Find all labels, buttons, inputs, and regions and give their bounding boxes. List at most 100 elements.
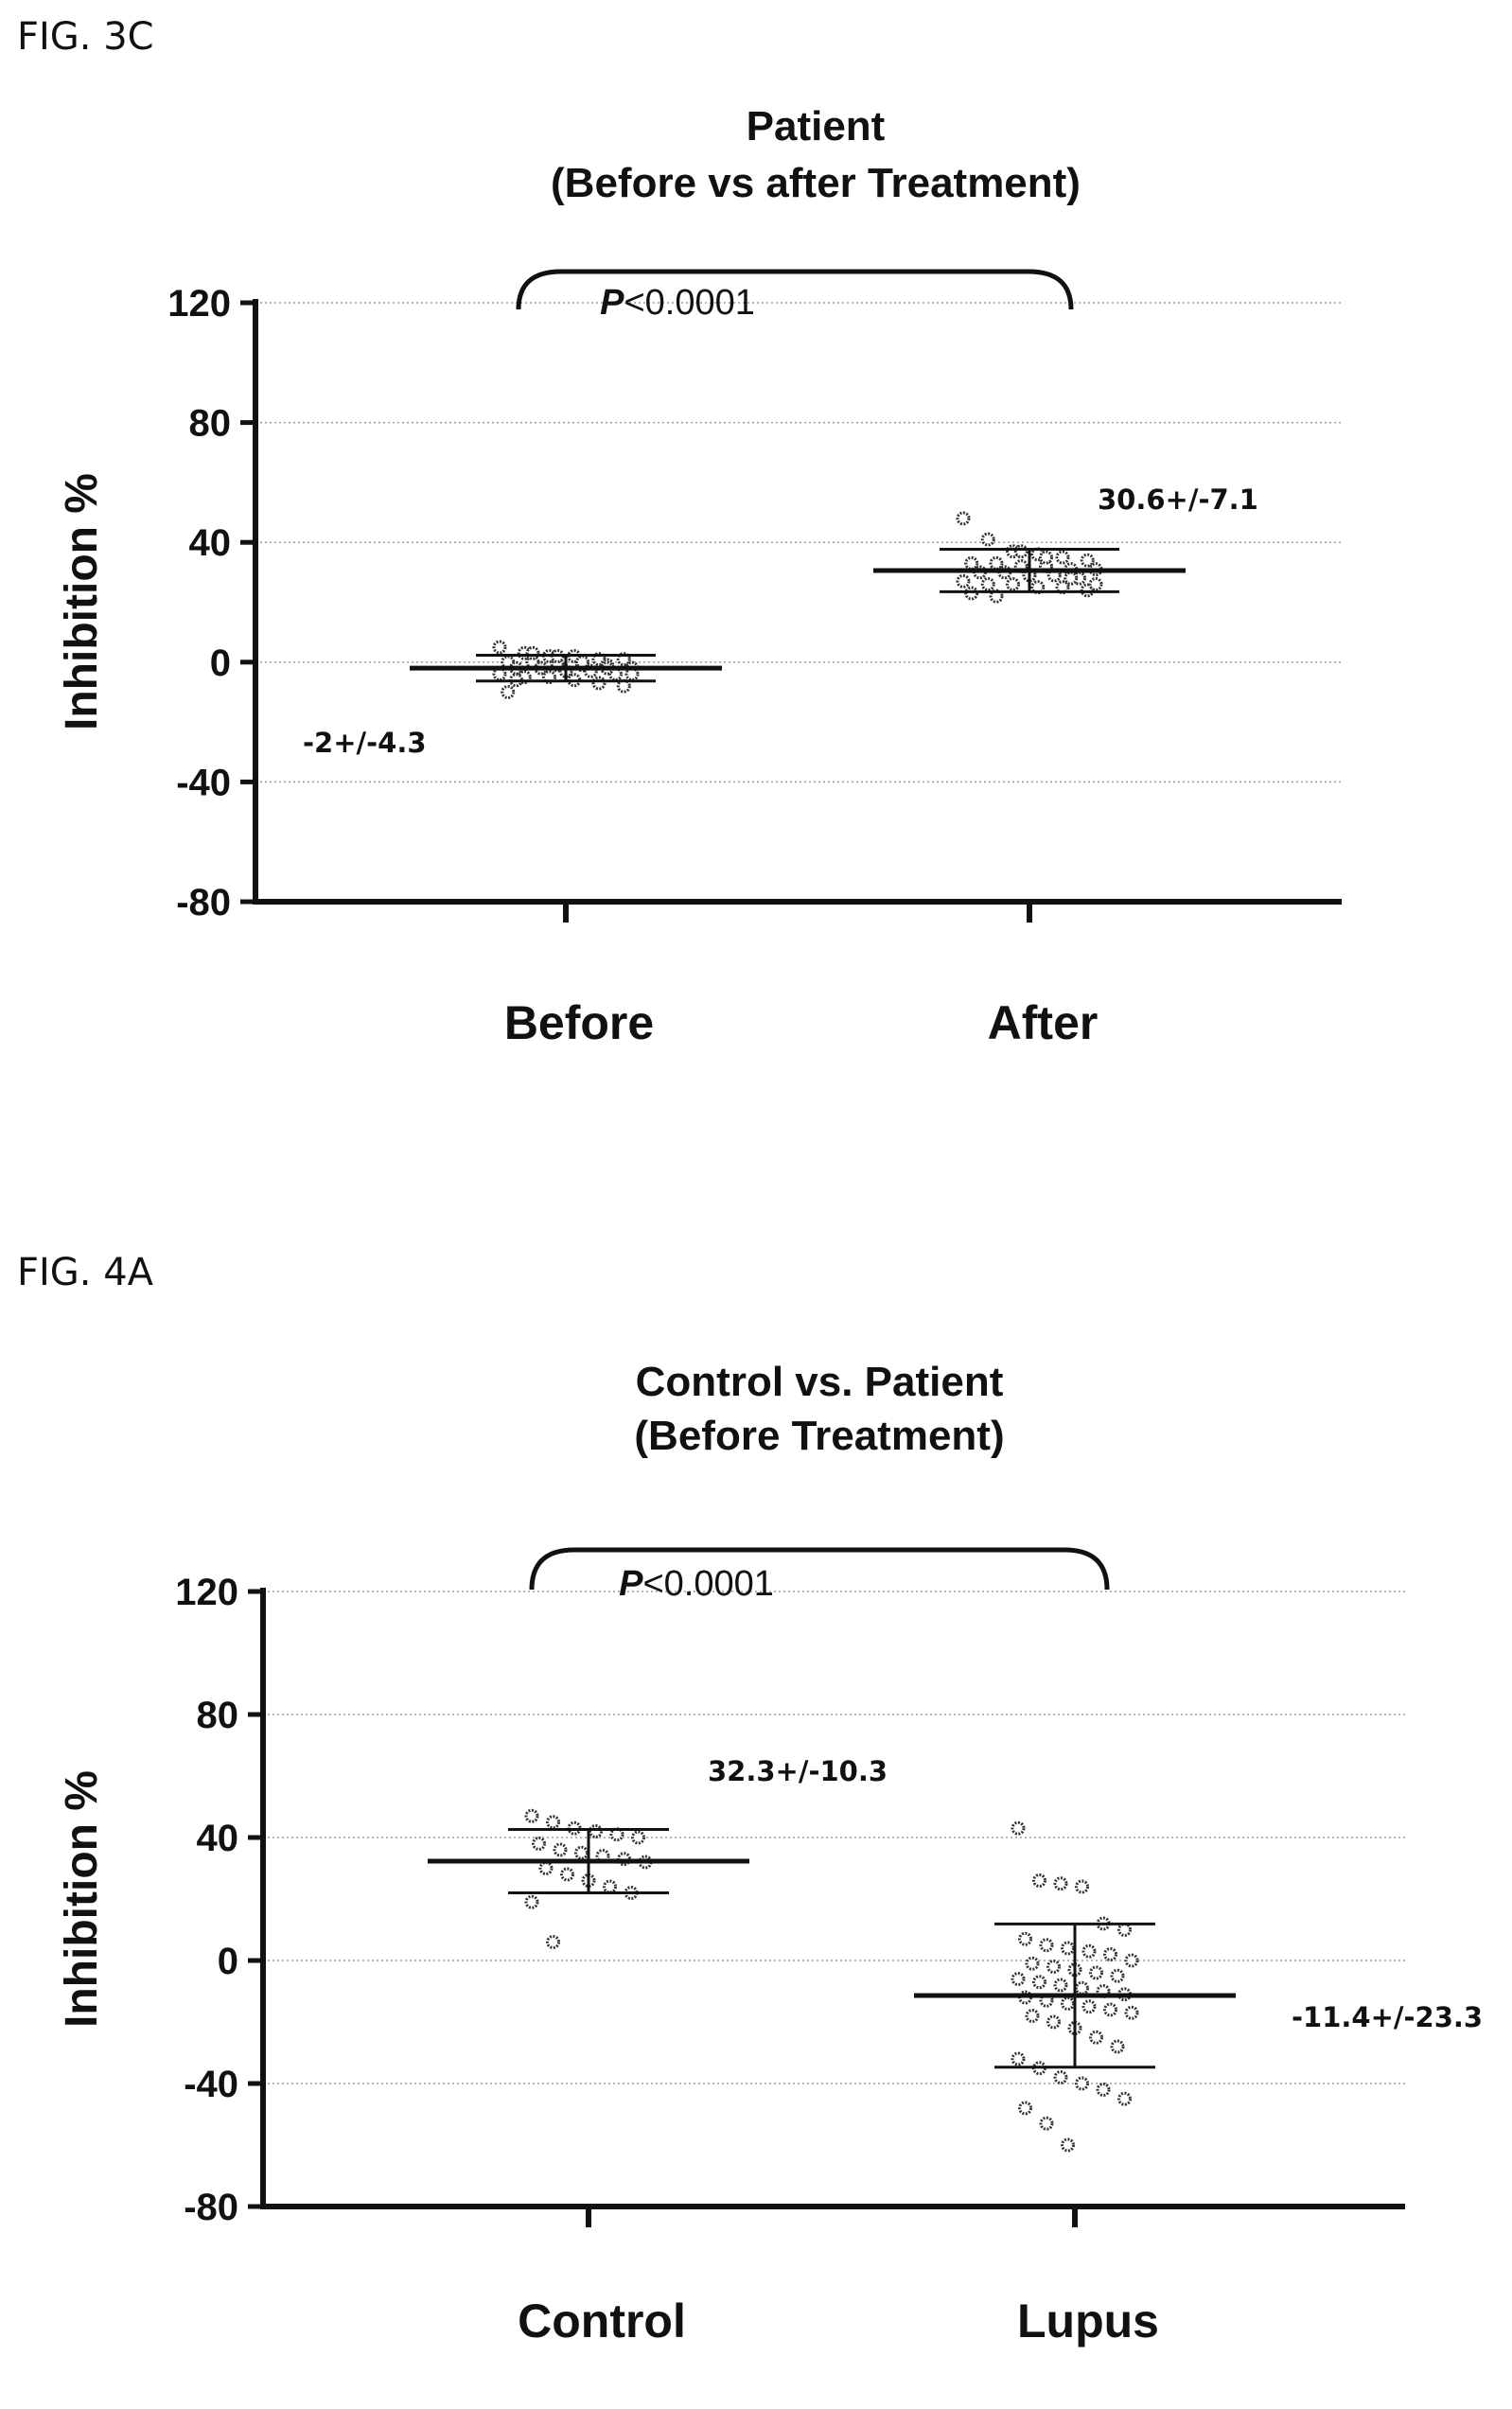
data-point xyxy=(608,666,623,681)
data-point xyxy=(1032,1975,1046,1990)
significance-bracket xyxy=(529,1547,1110,1591)
data-point xyxy=(575,655,589,670)
data-point xyxy=(1013,544,1029,559)
data-point xyxy=(1103,1947,1117,1961)
data-point xyxy=(1006,577,1020,592)
mean-sd-annotation: 30.6+/-7.1 xyxy=(1098,484,1258,516)
data-point xyxy=(492,640,507,655)
category-label: Lupus xyxy=(1017,2295,1159,2347)
y-tick-label: -40 xyxy=(176,762,231,803)
category-label: Before xyxy=(504,996,654,1049)
data-point xyxy=(624,666,640,681)
data-point xyxy=(546,1935,560,1949)
data-point xyxy=(560,1867,574,1882)
p-value-label: P<0.0001 xyxy=(619,1564,774,1604)
chart-subtitle: (Before Treatment) xyxy=(634,1413,1004,1459)
data-point xyxy=(524,1894,539,1909)
data-point xyxy=(1117,1923,1132,1937)
data-point xyxy=(956,511,971,526)
data-point xyxy=(1046,2014,1061,2030)
panel-fig-3c: FIG. 3C Patient (Before vs after Treatment… xyxy=(17,15,1342,1049)
data-point xyxy=(631,1830,645,1845)
category-label: Control xyxy=(518,2295,686,2347)
y-tick-label: 80 xyxy=(189,403,232,445)
data-point xyxy=(1117,2091,1132,2106)
data-point xyxy=(1075,1980,1089,1996)
data-point xyxy=(525,645,540,660)
data-point xyxy=(1103,2002,1117,2017)
y-tick-label: 80 xyxy=(197,1695,239,1736)
y-tick-label: -40 xyxy=(184,2064,238,2105)
data-point xyxy=(546,1815,560,1830)
data-point xyxy=(1080,553,1095,568)
data-point xyxy=(501,684,516,699)
y-tick-label: -80 xyxy=(176,882,231,923)
chart-subtitle: (Before vs after Treatment) xyxy=(551,160,1081,206)
data-point xyxy=(1011,1820,1026,1836)
data-point xyxy=(1124,2005,1139,2020)
data-point xyxy=(1046,1960,1061,1974)
data-point xyxy=(1089,1965,1103,1980)
data-point xyxy=(1025,2009,1040,2023)
data-point xyxy=(1088,577,1103,592)
p-value-label: P<0.0001 xyxy=(600,283,755,323)
data-point xyxy=(1061,2137,1075,2153)
y-tick-label: 120 xyxy=(175,1572,238,1613)
data-point xyxy=(1081,1999,1097,2014)
data-point xyxy=(492,666,507,681)
data-point xyxy=(603,1879,617,1894)
data-point xyxy=(989,555,1004,571)
data-point xyxy=(1011,2051,1026,2066)
mean-sd-annotation: 32.3+/-10.3 xyxy=(708,1755,888,1787)
chart-title: Control vs. Patient xyxy=(636,1359,1004,1405)
data-point xyxy=(1061,1941,1075,1956)
data-point xyxy=(595,1849,610,1863)
y-tick-label: 40 xyxy=(189,522,232,564)
y-tick-label: 0 xyxy=(218,1941,238,1982)
y-tick-label: -80 xyxy=(184,2187,238,2228)
figure-label: FIG. 3C xyxy=(17,15,154,59)
data-point xyxy=(589,1824,603,1838)
data-point xyxy=(538,1861,554,1875)
data-point xyxy=(1018,1931,1032,1946)
data-point xyxy=(524,1808,539,1823)
mean-sd-annotation: -11.4+/-23.3 xyxy=(1292,2001,1483,2033)
data-point xyxy=(1025,1956,1040,1971)
data-point xyxy=(989,589,1004,604)
data-point xyxy=(1110,1968,1125,1983)
mean-sd-annotation: -2+/-4.3 xyxy=(303,727,427,759)
data-point xyxy=(980,577,995,592)
data-point xyxy=(1030,580,1046,595)
data-point xyxy=(1032,1873,1046,1888)
data-point xyxy=(1081,1943,1097,1959)
data-point xyxy=(1075,2076,1089,2091)
data-point xyxy=(1055,580,1070,595)
y-axis-label: Inhibition % xyxy=(57,473,107,730)
data-point xyxy=(553,1842,568,1857)
panel-fig-4a: FIG. 4A Control vs. Patient (Before Treatm… xyxy=(17,1251,1483,2347)
category-label: After xyxy=(988,996,1099,1049)
data-point xyxy=(591,676,607,691)
figure-label: FIG. 4A xyxy=(17,1251,154,1294)
y-tick-label: 0 xyxy=(210,642,231,684)
data-point xyxy=(616,678,631,694)
data-point xyxy=(1053,1978,1068,1993)
significance-bracket xyxy=(516,269,1074,310)
data-point xyxy=(964,555,979,571)
y-axis-label: Inhibition % xyxy=(57,1770,107,2028)
data-point xyxy=(1096,2083,1111,2097)
data-point xyxy=(1039,2116,1054,2131)
data-point xyxy=(1089,2030,1103,2045)
data-point xyxy=(1018,2101,1032,2116)
data-point xyxy=(1053,2070,1068,2084)
y-tick-label: 40 xyxy=(197,1818,239,1859)
data-point xyxy=(980,532,995,547)
data-point xyxy=(1061,1996,1075,2011)
data-point xyxy=(1053,1876,1068,1891)
data-point xyxy=(1011,1972,1026,1986)
data-point xyxy=(964,586,979,601)
data-point xyxy=(609,1827,624,1842)
data-point xyxy=(1075,1879,1089,1894)
y-tick-label: 120 xyxy=(167,283,231,325)
